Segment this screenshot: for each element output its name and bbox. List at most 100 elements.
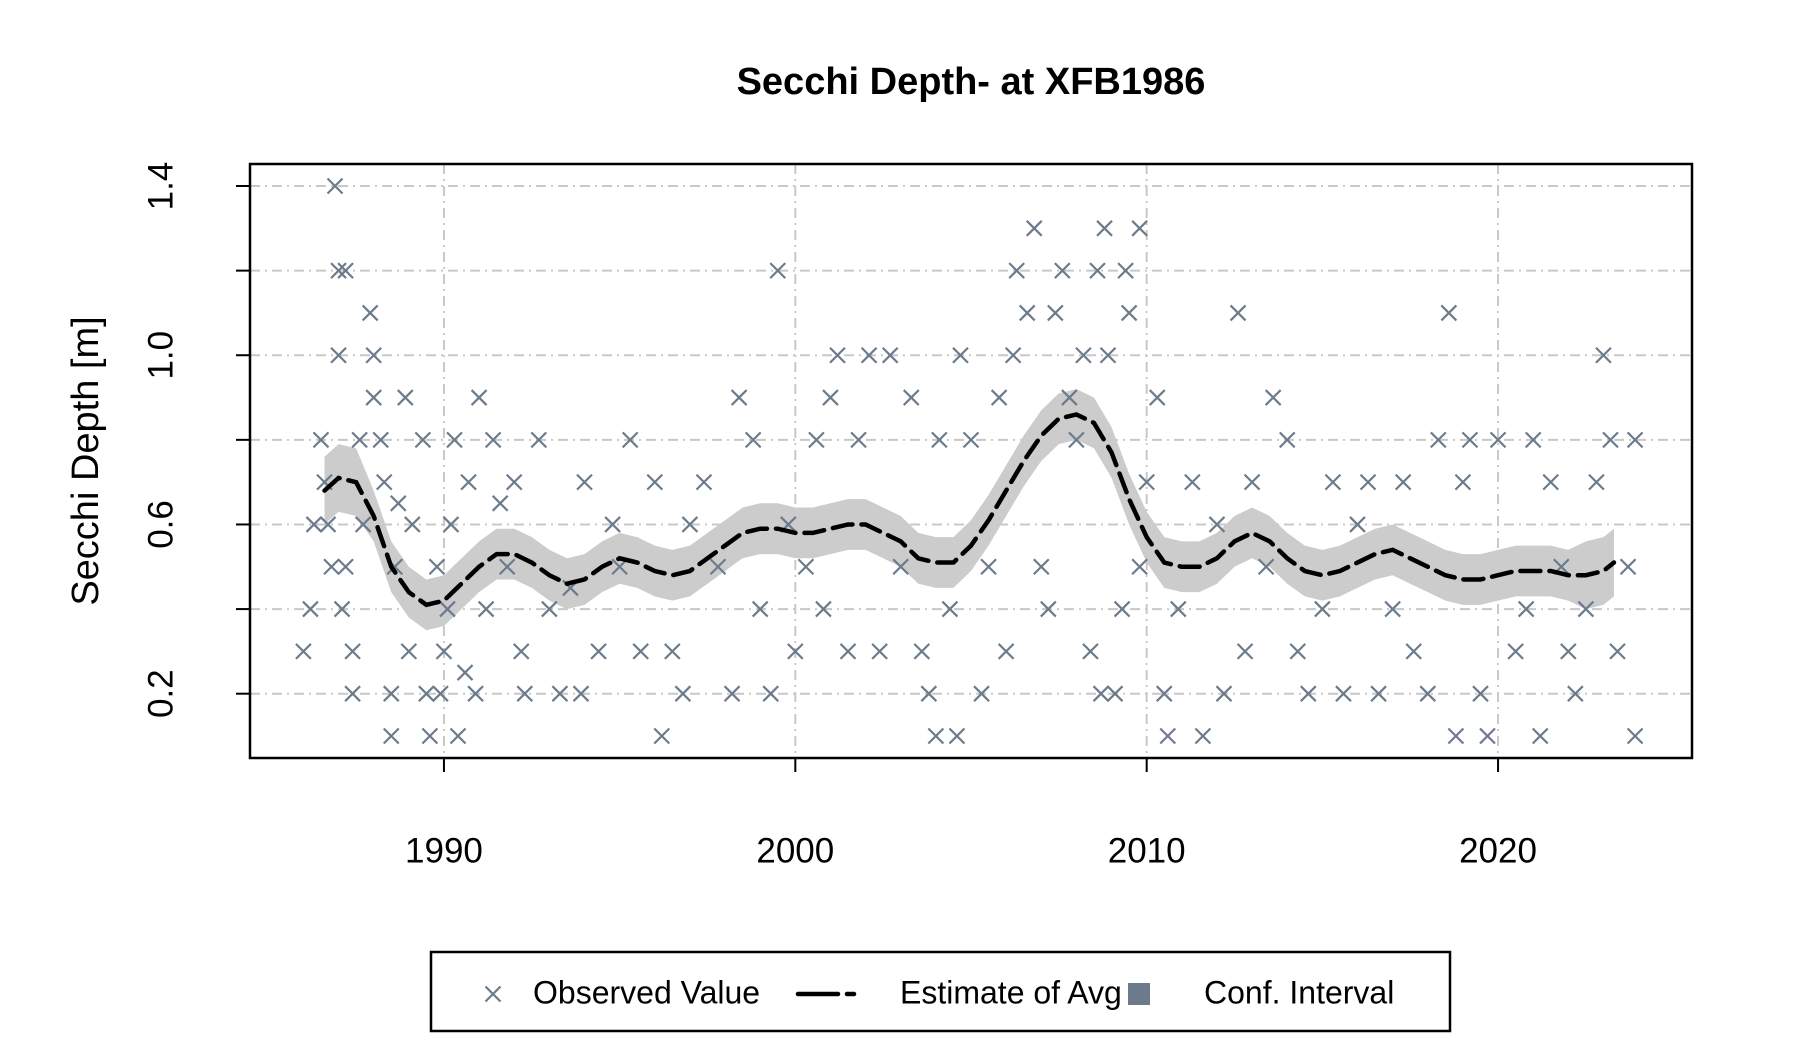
observed-point [1138,473,1155,491]
observed-point [1517,600,1535,618]
observed-point [449,727,467,745]
observed-point [1061,389,1078,406]
observed-point [576,473,593,491]
observed-point [1405,643,1422,660]
observed-point [477,600,495,618]
observed-point [1289,643,1307,660]
observed-point [751,600,769,618]
observed-point [1419,685,1437,702]
observed-point [1082,643,1099,660]
observed-point [439,600,456,618]
observed-point [446,431,463,449]
observed-point [730,389,748,406]
y-tick-label: 1.0 [141,331,180,380]
observed-point [432,685,449,702]
observed-point [1184,473,1201,491]
observed-point [980,558,997,576]
observed-point [1054,262,1071,279]
observed-point [382,727,400,745]
observed-point [375,473,393,491]
observed-point [1264,389,1282,406]
observed-point [418,685,435,702]
observed-point [1370,685,1387,702]
observed-point [435,643,453,660]
observed-point [1335,685,1352,702]
observed-point [1068,431,1085,449]
observed-point [695,473,713,491]
observed-point [1524,431,1542,449]
observed-point [1257,558,1275,576]
observed-point [1159,727,1177,745]
y-tick-label: 1.4 [141,162,180,211]
observed-point [1089,262,1106,279]
observed-point [1229,304,1247,322]
plot-frame [248,162,1694,760]
observed-point [541,600,558,618]
observed-point [1047,304,1064,322]
observed-point [516,685,534,702]
observed-point [948,727,966,745]
observed-point [460,473,477,491]
observed-point [1507,643,1524,660]
observed-point [326,177,344,195]
observed-point [1542,473,1560,491]
observed-point [323,558,340,576]
observed-point [723,685,741,702]
observed-point [1148,389,1166,406]
observed-point [822,389,839,406]
observed-point [797,558,815,576]
observed-point [1099,346,1117,364]
observed-point [312,431,330,449]
observed-point [333,600,351,618]
observed-point [1560,643,1577,660]
observed-point [442,516,460,533]
observed-point [646,473,664,491]
observed-point [530,431,548,449]
observed-point [913,643,931,660]
observed-point [762,685,779,702]
legend-label: Conf. Interval [1204,974,1394,1010]
observed-point [337,558,354,576]
observed-point [404,516,421,533]
observed-point [881,346,899,364]
observed-point [319,516,337,533]
observed-point [1170,600,1187,618]
observed-point [400,643,418,660]
observed-point [1595,346,1612,364]
observed-point [302,600,319,618]
observed-point [389,495,407,512]
observed-point [421,727,439,745]
observed-point [681,516,699,533]
legend-marker [1128,983,1150,1005]
observed-point [456,664,474,681]
average-line [322,412,1617,608]
observed-point [1602,431,1619,449]
observed-point [839,643,857,660]
observed-point [1131,558,1148,576]
observed-point [1092,685,1110,702]
observed-point [1479,727,1496,745]
observed-point [604,516,621,533]
observed-point [330,262,347,279]
observed-point [330,346,347,364]
observed-point [664,643,681,660]
observed-point [344,643,361,660]
observed-point [470,389,488,406]
observed-point [1314,600,1331,618]
observed-point [505,473,523,491]
observed-point [1359,473,1377,491]
observed-point [1113,600,1131,618]
observed-point [337,262,354,279]
observed-point [1243,473,1261,491]
observed-point [572,685,590,702]
observed-point [1131,220,1148,237]
observed-point [990,389,1008,406]
legend-label: Observed Value [533,974,760,1010]
observed-point [871,643,888,660]
observed-point [674,685,692,702]
observed-point [1609,643,1626,660]
observed-point [808,431,825,449]
x-tick-label: 1990 [405,831,483,870]
observed-point [1075,346,1092,364]
